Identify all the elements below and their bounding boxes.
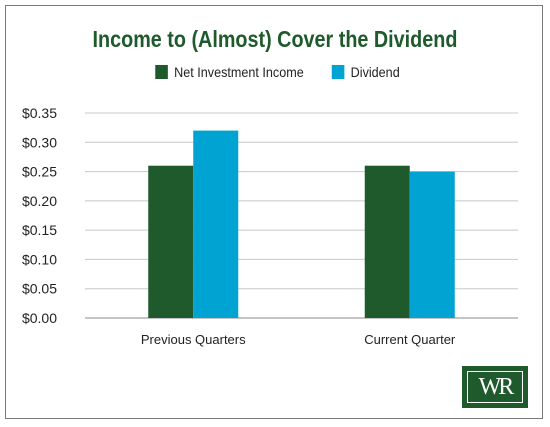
y-tick-label: $0.10 (22, 251, 57, 267)
legend-label-net-investment-income: Net Investment Income (173, 64, 304, 80)
wr-logo-text: WR (467, 371, 523, 403)
chart-legend: Net Investment Income Dividend (0, 64, 550, 80)
y-tick-label: $0.15 (22, 222, 57, 238)
legend-swatch-dividend (331, 65, 345, 79)
wr-logo: WR (462, 366, 528, 408)
legend-swatch-net-investment-income (155, 65, 168, 79)
y-tick-label: $0.35 (22, 105, 57, 121)
legend-item-dividend: Dividend (331, 64, 400, 80)
chart-title: Income to (Almost) Cover the Dividend (92, 26, 458, 52)
bar (409, 171, 455, 318)
y-tick-label: $0.20 (22, 193, 57, 209)
y-tick-label: $0.25 (22, 164, 57, 180)
bar (364, 165, 410, 318)
x-tick-label: Previous Quarters (141, 332, 246, 347)
legend-label-dividend: Dividend (350, 64, 400, 80)
y-tick-label: $0.05 (22, 281, 57, 297)
bar (193, 130, 239, 318)
bar (148, 165, 194, 318)
y-tick-label: $0.00 (22, 310, 57, 326)
x-tick-label: Current Quarter (364, 332, 456, 347)
legend-item-net-investment-income: Net Investment Income (155, 64, 303, 80)
y-tick-label: $0.30 (22, 134, 57, 150)
